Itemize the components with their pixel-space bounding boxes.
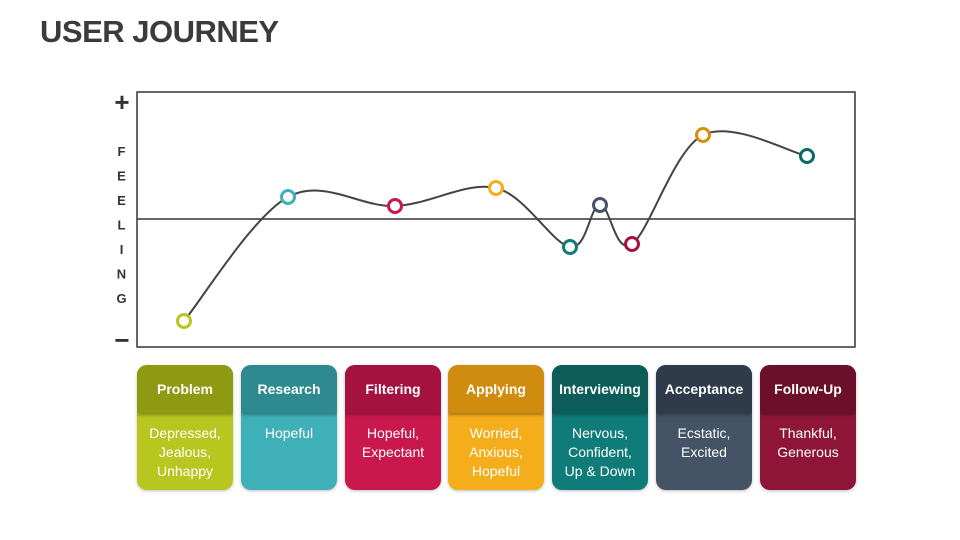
feeling-line: Confident, xyxy=(568,444,632,460)
stage-name: Filtering xyxy=(345,365,441,413)
journey-point xyxy=(695,127,711,143)
feeling-line: Jealous, xyxy=(158,444,212,460)
stage-card: Acceptance Ecstatic, Excited xyxy=(656,365,752,490)
journey-point xyxy=(387,198,403,214)
stage-name: Acceptance xyxy=(656,365,752,413)
feeling-line: Hopeful xyxy=(471,463,521,479)
stage-name: Follow-Up xyxy=(760,365,856,413)
axis-bottom: − xyxy=(114,325,130,355)
stage-feelings: Hopeful, Expectant xyxy=(345,413,441,462)
feeling-line: Excited xyxy=(681,444,727,460)
axis-top: + xyxy=(114,87,130,117)
feeling-line: Generous xyxy=(777,444,839,460)
journey-curve xyxy=(183,130,808,322)
stage-feelings: Worried, Anxious, Hopeful xyxy=(448,413,544,481)
journey-point xyxy=(176,313,192,329)
axis-label: FEELING xyxy=(114,144,129,316)
stage-feelings: Nervous, Confident, Up & Down xyxy=(552,413,648,481)
stage-feelings: Ecstatic, Excited xyxy=(656,413,752,462)
journey-point xyxy=(592,197,608,213)
stage-feelings: Thankful, Generous xyxy=(760,413,856,462)
title: USER JOURNEY xyxy=(40,14,279,49)
stage-card: Research Hopeful xyxy=(241,365,337,490)
feeling-line: Hopeful, xyxy=(366,425,420,441)
stage-feelings: Depressed, Jealous, Unhappy xyxy=(137,413,233,481)
feeling-line: Nervous, xyxy=(571,425,629,441)
stage-card: Interviewing Nervous, Confident, Up & Down xyxy=(552,365,648,490)
feeling-line: Unhappy xyxy=(156,463,214,479)
journey-point xyxy=(562,239,578,255)
stage-card: Follow-Up Thankful, Generous xyxy=(760,365,856,490)
journey-point xyxy=(624,236,640,252)
stage-name: Interviewing xyxy=(552,365,648,413)
feeling-line: Anxious, xyxy=(469,444,523,460)
feeling-line: Hopeful xyxy=(264,425,314,441)
journey-point xyxy=(488,180,504,196)
journey-point xyxy=(799,148,815,164)
stage-card: Problem Depressed, Jealous, Unhappy xyxy=(137,365,233,490)
stage-name: Applying xyxy=(448,365,544,413)
feeling-line: Depressed, xyxy=(149,425,221,441)
stage-name: Problem xyxy=(137,365,233,413)
feeling-line: Expectant xyxy=(361,444,425,460)
stage-card: Filtering Hopeful, Expectant xyxy=(345,365,441,490)
feeling-line: Worried, xyxy=(469,425,523,441)
journey-point xyxy=(280,189,296,205)
feeling-line: Thankful, xyxy=(779,425,837,441)
stage-feelings: Hopeful xyxy=(241,413,337,443)
feeling-line: Up & Down xyxy=(564,463,636,479)
stage-card: Applying Worried, Anxious, Hopeful xyxy=(448,365,544,490)
stage-name: Research xyxy=(241,365,337,413)
feeling-line: Ecstatic, xyxy=(677,425,731,441)
